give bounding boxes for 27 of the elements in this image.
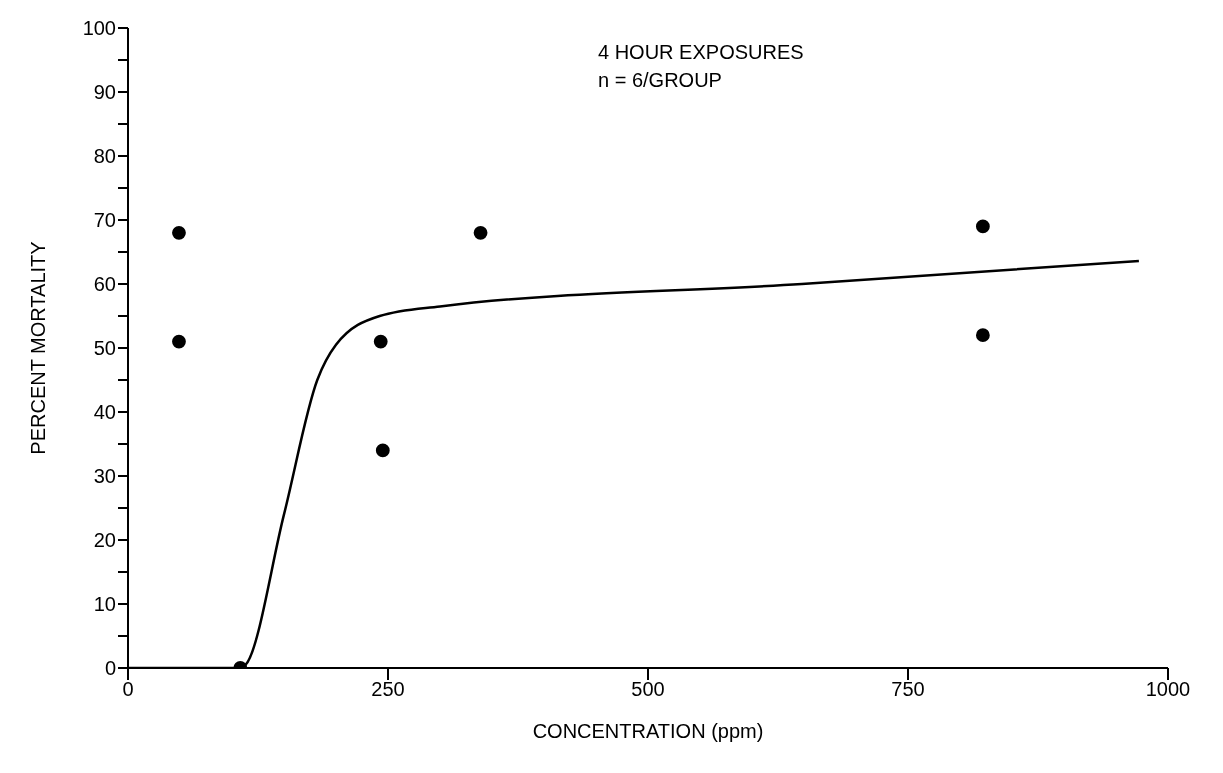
y-tick-label: 80 (93, 145, 116, 168)
y-tick-label: 10 (93, 593, 116, 616)
point (172, 225, 186, 240)
x-tick-label: 500 (631, 678, 665, 701)
y-tick-label: 50 (93, 337, 116, 360)
x-tick-label: 250 (371, 678, 405, 701)
y-tick-label: 90 (93, 81, 116, 104)
x-tick-label: 1000 (1145, 678, 1191, 701)
y-tick-label: 0 (104, 657, 116, 680)
y-tick-label: 70 (93, 209, 116, 232)
y-tick-label: 60 (93, 273, 116, 296)
point (975, 328, 990, 343)
x-axis-title: CONCENTRATION (ppm) (532, 720, 764, 742)
y-tick-label: 100 (82, 17, 116, 40)
point (473, 225, 488, 240)
point (375, 443, 390, 458)
x-tick-label: 0 (122, 678, 134, 701)
annotation: 4 HOUR EXPOSURES (598, 40, 804, 65)
annotation: n = 6/GROUP (598, 68, 723, 93)
x-tick-label: 750 (891, 678, 925, 701)
point (975, 219, 990, 234)
y-tick-label: 30 (93, 465, 116, 488)
y-axis-title: PERCENT MORTALITY (27, 241, 50, 455)
y-tick-label: 40 (93, 401, 116, 424)
point (172, 334, 186, 349)
y-tick-label: 20 (93, 529, 116, 552)
point (373, 334, 388, 349)
